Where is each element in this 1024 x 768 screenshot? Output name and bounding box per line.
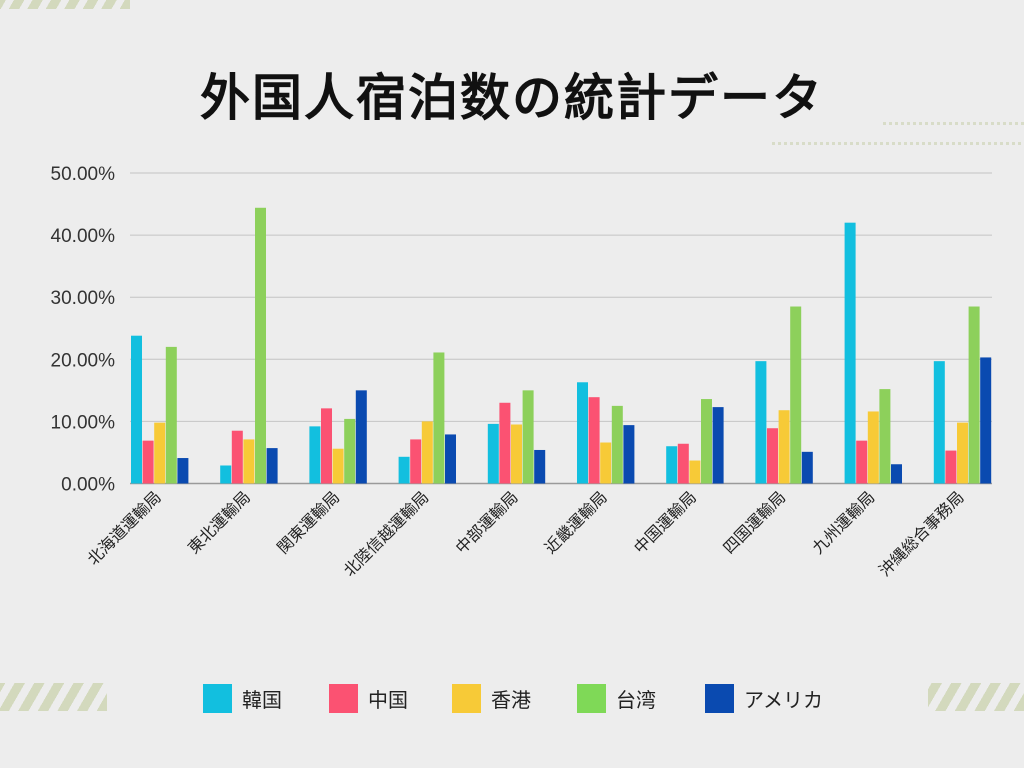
decorative-stripes-top-left [0,0,130,9]
bar [957,422,968,484]
bar [511,424,522,484]
bar [790,306,802,484]
x-tick-label: 中部運輸局 [452,487,522,557]
bar [332,448,344,484]
bar [154,422,166,484]
bar [844,222,856,484]
bar [131,335,142,484]
bar [701,399,712,484]
x-tick-label: 中国運輸局 [630,487,700,557]
bar [355,390,367,484]
bar [433,352,445,484]
bar [856,440,868,484]
bar [879,389,891,484]
x-tick-label: 関東運輸局 [273,487,343,557]
bar [255,207,266,484]
chart-title: 外国人宿泊数の統計データ [200,69,824,127]
bar [778,410,790,484]
bar [266,448,278,484]
legend-item-hongkong: 香港 [452,683,531,713]
bar [980,357,992,484]
x-tick-label: 東北運輸局 [184,487,254,557]
bar [577,382,588,484]
bar [344,418,356,484]
bars [131,207,992,484]
bar [755,361,767,484]
y-tick-label: 30.00% [51,288,116,309]
legend-label: 台湾 [616,687,656,712]
legend-swatch [577,683,606,713]
bar [867,411,879,484]
x-tick-label: 九州運輸局 [808,487,878,557]
bar [600,442,612,484]
bar [588,397,600,484]
bar [945,450,957,484]
legend-swatch [203,683,232,713]
y-tick-label: 40.00% [51,226,116,247]
bar [933,361,945,484]
legend-label: 香港 [491,687,531,712]
x-tick-label: 沖縄総合事務局 [875,487,968,580]
legend-item-china: 中国 [329,683,408,713]
legend-label: アメリカ [744,687,823,712]
bar [165,346,177,484]
bar [767,428,778,484]
bar [142,440,154,484]
bar [231,430,243,484]
decorative-dots-top-right [883,122,1024,125]
legend-label: 中国 [368,687,408,712]
bar [321,408,332,484]
bar [487,423,499,484]
bar [421,421,433,484]
decorative-stripes-bottom-left [0,683,107,711]
legend-swatch [329,683,358,713]
bar [534,449,546,484]
bar [309,426,321,484]
legend-item-america: アメリカ [705,683,823,713]
legend-item-korea: 韓国 [203,683,282,713]
bar [243,439,255,484]
bar-chart: 0.00% 10.00% 20.00% 30.00% 40.00% 50.00% 北海道運… [51,164,992,580]
bar [801,451,813,484]
bar [891,464,902,484]
x-tick-label: 近畿運輸局 [541,487,611,557]
y-tick-label: 50.00% [51,164,116,185]
legend-swatch [705,683,734,713]
y-axis-ticks: 0.00% 10.00% 20.00% 30.00% 40.00% 50.00% [51,164,116,496]
bar [445,434,456,484]
x-tick-label: 北陸信越運輸局 [340,487,433,580]
legend: 韓国 中国 香港 台湾 アメリカ [0,683,1024,713]
bar [677,443,689,484]
y-tick-label: 20.00% [51,350,116,371]
y-tick-label: 10.00% [51,412,116,433]
bar [410,439,422,484]
bar [522,390,534,484]
bar [689,460,701,484]
bar [177,458,189,484]
legend-swatch [452,683,481,713]
x-tick-label: 四国運輸局 [719,487,789,557]
bar [623,425,635,484]
bar [499,402,511,484]
bar [968,306,980,484]
decorative-dots-top-right-2 [772,142,1024,145]
y-tick-label: 0.00% [61,475,115,496]
bar [398,456,410,484]
bar [712,407,724,484]
decorative-stripes-bottom-right [928,683,1024,711]
legend-label: 韓国 [242,687,282,712]
x-tick-label: 北海道運輸局 [84,487,165,568]
bar [666,446,678,484]
legend-item-taiwan: 台湾 [577,683,656,713]
bar [611,405,623,484]
bar [220,465,232,484]
